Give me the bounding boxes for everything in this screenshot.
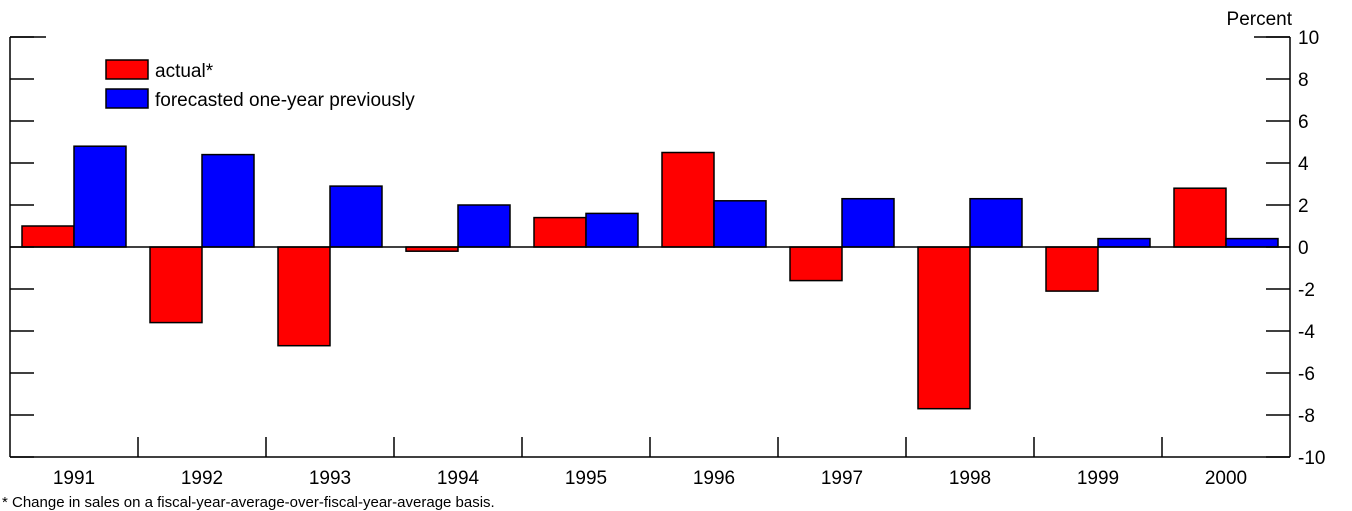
legend-swatch-actual: [105, 59, 149, 80]
bar-forecasted-1998: [969, 197, 1023, 248]
x-tick-label-1992: 1992: [181, 468, 223, 489]
y-tick-label: 2: [1298, 196, 1309, 217]
bar-forecasted-1996: [713, 200, 767, 248]
bar-actual-2000: [1173, 187, 1227, 248]
y-tick-label: -10: [1298, 448, 1325, 469]
x-axis-ticks: 1991 1992 1993 1994 1995 1996 1997 1998 1999 2000: [53, 437, 1247, 489]
bars-group: [21, 145, 1279, 410]
legend: actual* forecasted one-year previously: [105, 59, 415, 111]
bar-actual-1993: [277, 246, 331, 347]
footnote: * Change in sales on a fiscal-year-avera…: [2, 494, 495, 511]
y-tick-label: 4: [1298, 154, 1309, 175]
bar-forecasted-1997: [841, 197, 895, 248]
y-axis-label: Percent: [1227, 9, 1293, 30]
y-tick-label: -8: [1298, 406, 1315, 427]
bar-forecasted-1991: [73, 145, 127, 248]
bar-actual-1991: [21, 225, 75, 248]
bar-forecasted-1993: [329, 185, 383, 248]
bar-actual-1997: [789, 246, 843, 282]
x-tick-label-1996: 1996: [693, 468, 735, 489]
legend-label-actual: actual*: [155, 61, 214, 82]
y-tick-label: 0: [1298, 238, 1309, 259]
x-tick-label-2000: 2000: [1205, 468, 1247, 489]
y-tick-label: 8: [1298, 70, 1309, 91]
bar-actual-1998: [917, 246, 971, 410]
bar-forecasted-1995: [585, 212, 639, 248]
y-axis-ticks: 10 8 6 4 2 0 -2 -4 -6 -8 -10: [10, 28, 1325, 469]
y-tick-label: -2: [1298, 280, 1315, 301]
bar-forecasted-1992: [201, 153, 255, 248]
bar-forecasted-1999: [1097, 237, 1151, 248]
y-tick-label: 6: [1298, 112, 1309, 133]
y-tick-label: -6: [1298, 364, 1315, 385]
bar-forecasted-2000: [1225, 237, 1279, 248]
y-tick-label: 10: [1298, 28, 1319, 49]
x-tick-label-1991: 1991: [53, 468, 95, 489]
x-tick-label-1993: 1993: [309, 468, 351, 489]
bar-actual-1999: [1045, 246, 1099, 292]
bar-forecasted-1994: [457, 204, 511, 248]
x-tick-label-1998: 1998: [949, 468, 991, 489]
y-tick-label: -4: [1298, 322, 1315, 343]
bar-actual-1992: [149, 246, 203, 324]
legend-swatch-forecasted: [105, 88, 149, 109]
legend-label-forecasted: forecasted one-year previously: [155, 90, 415, 111]
bar-actual-1995: [533, 216, 587, 248]
x-tick-label-1999: 1999: [1077, 468, 1119, 489]
bar-actual-1996: [661, 151, 715, 248]
x-tick-label-1994: 1994: [437, 468, 480, 489]
x-tick-label-1997: 1997: [821, 468, 863, 489]
x-tick-label-1995: 1995: [565, 468, 607, 489]
